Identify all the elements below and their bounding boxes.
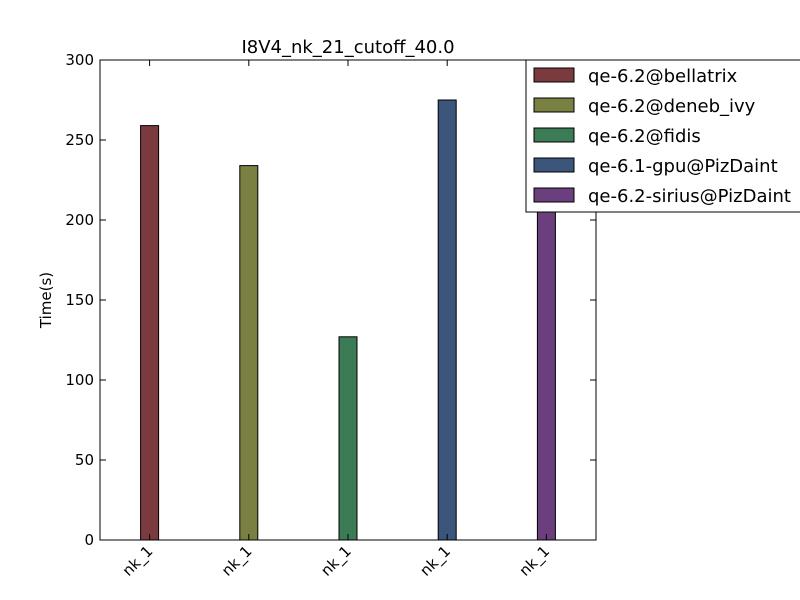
- y-tick-label: 250: [65, 131, 94, 149]
- x-tick-label: nk_1: [317, 542, 355, 580]
- legend-label: qe-6.2@fidis: [588, 126, 701, 147]
- legend-label: qe-6.2@deneb_ivy: [588, 96, 756, 117]
- legend-label: qe-6.2@bellatrix: [588, 66, 738, 87]
- y-tick-label: 50: [75, 451, 94, 469]
- legend-swatch: [533, 97, 575, 113]
- y-tick-label: 100: [65, 371, 94, 389]
- y-tick-label: 300: [65, 51, 94, 69]
- bar-1: [140, 125, 160, 541]
- x-tick-label: nk_1: [416, 542, 454, 580]
- legend-label: qe-6.1-gpu@PizDaint: [588, 156, 778, 177]
- legend: qe-6.2@bellatrix qe-6.2@deneb_ivy qe-6.2@f…: [525, 59, 800, 213]
- legend-swatch: [533, 157, 575, 173]
- bar-4: [437, 99, 457, 541]
- y-axis-label: Time(s): [37, 272, 55, 329]
- x-tick-label: nk_1: [516, 542, 554, 580]
- y-tick-label: 200: [65, 211, 94, 229]
- x-tick-label: nk_1: [119, 542, 157, 580]
- bar-5: [536, 206, 556, 541]
- y-tick-label: 0: [84, 531, 94, 549]
- x-tick-label: nk_1: [218, 542, 256, 580]
- legend-label: qe-6.2-sirius@PizDaint: [588, 186, 791, 207]
- chart-title: I8V4_nk_21_cutoff_40.0: [241, 37, 454, 58]
- bar-3: [338, 336, 358, 541]
- bars-layer: [140, 99, 556, 541]
- legend-swatch: [533, 187, 575, 203]
- legend-swatch: [533, 67, 575, 83]
- y-tick-label: 150: [65, 291, 94, 309]
- bar-2: [239, 165, 259, 541]
- legend-swatch: [533, 127, 575, 143]
